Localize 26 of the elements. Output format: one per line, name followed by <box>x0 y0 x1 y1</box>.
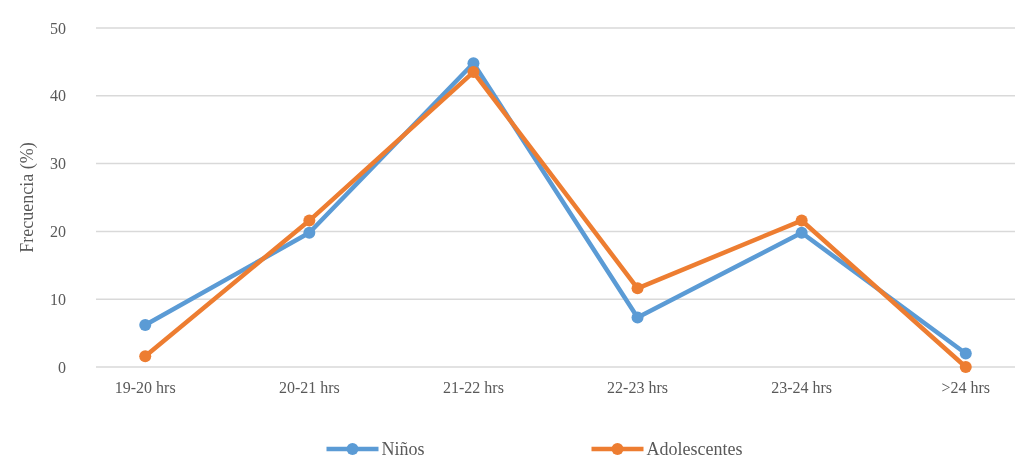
y-tick-label: 10 <box>50 290 66 308</box>
legend-label: Adolescentes <box>646 439 743 459</box>
point <box>959 361 972 373</box>
x-tick-label: 23-24 hrs <box>771 379 833 396</box>
point <box>631 311 644 324</box>
point <box>303 226 316 239</box>
y-tick-label: 50 <box>50 19 66 37</box>
point <box>303 214 316 227</box>
point <box>795 226 808 239</box>
x-tick-label: 22-23 hrs <box>607 379 668 396</box>
y-tick-label: 0 <box>58 358 66 376</box>
legend-label: Niños <box>381 439 425 459</box>
x-tick-label: >24 hrs <box>941 379 991 396</box>
y-axis-title: Frecuencia (%) <box>17 142 38 253</box>
y-tick-label: 20 <box>50 223 66 240</box>
x-tick-label: 19-20 hrs <box>114 379 176 396</box>
x-tick-label: 20-21 hrs <box>278 379 340 396</box>
point <box>631 282 644 295</box>
point <box>139 318 152 331</box>
x-tick-label: 21-22 hrs <box>443 379 504 396</box>
point <box>959 347 972 360</box>
y-tick-label: 30 <box>50 155 66 173</box>
point <box>467 66 480 79</box>
point <box>795 214 808 227</box>
point <box>139 350 152 363</box>
y-tick-label: 40 <box>50 87 66 105</box>
